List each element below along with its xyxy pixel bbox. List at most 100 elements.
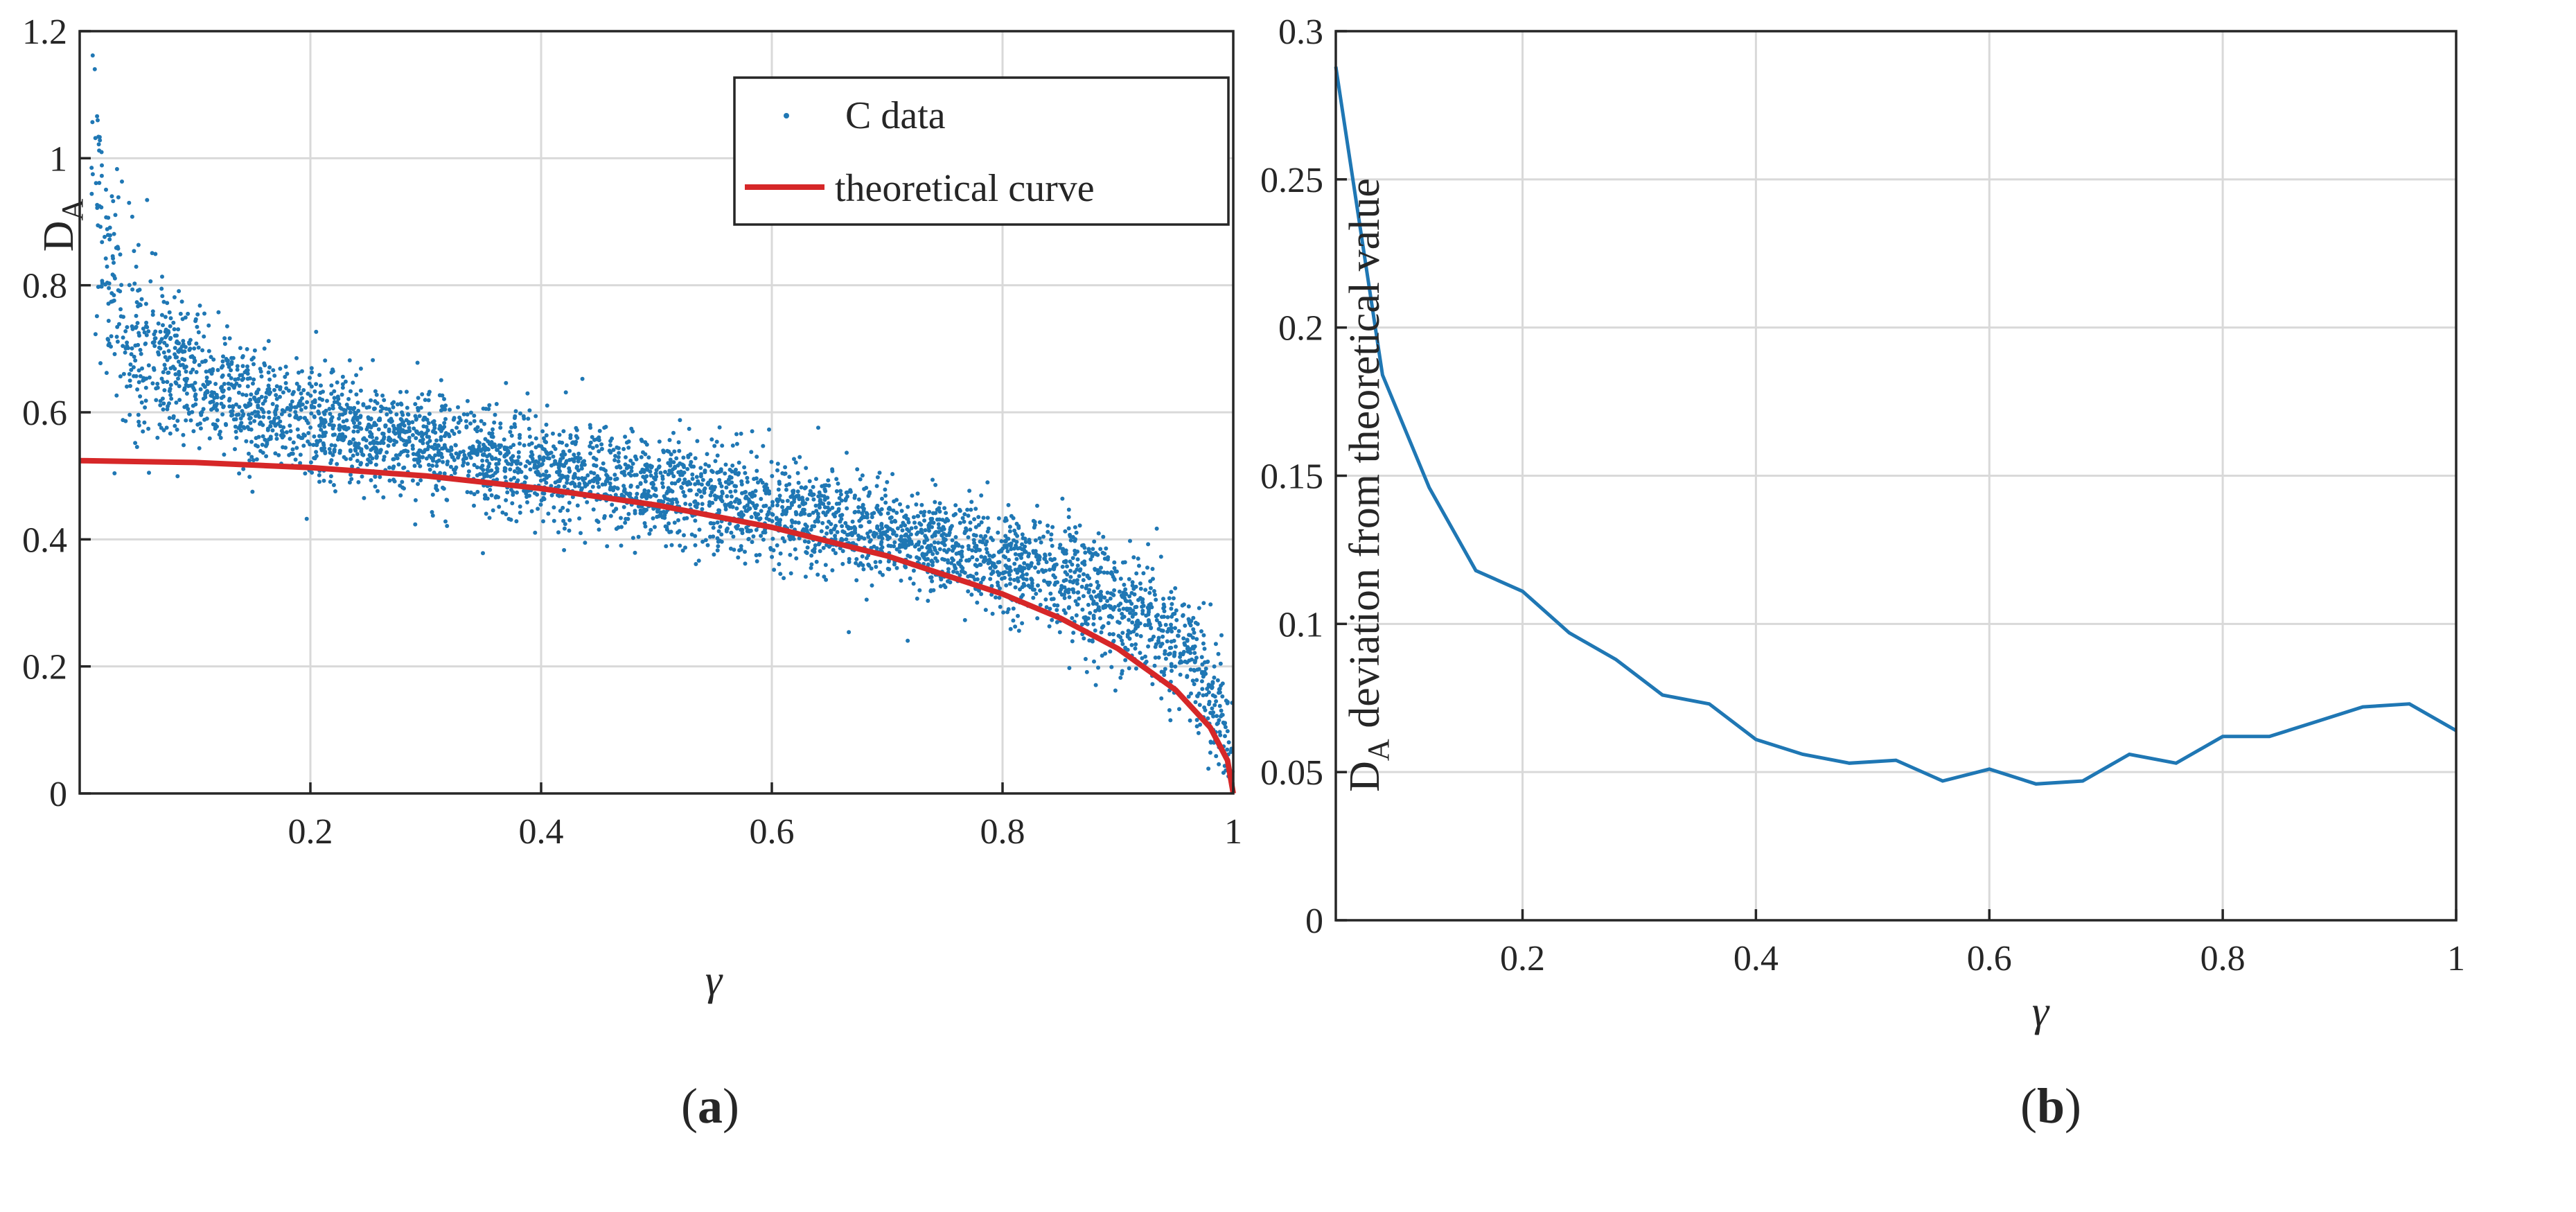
chart-a-scatter-point	[354, 424, 359, 429]
chart-a-scatter-point	[1011, 606, 1016, 611]
chart-a-scatter-point	[355, 429, 360, 434]
chart-a-scatter-point	[685, 466, 690, 471]
chart-a-scatter-point	[222, 342, 227, 346]
chart-a-scatter-point	[1049, 532, 1054, 537]
chart-a-scatter-point	[605, 544, 610, 549]
chart-a-scatter-point	[922, 518, 927, 523]
chart-a-scatter-point	[1169, 590, 1174, 595]
chart-a-scatter-point	[127, 200, 132, 205]
chart-a-scatter-point	[1169, 645, 1174, 650]
chart-a-scatter-point	[1001, 610, 1006, 615]
chart-a-scatter-point	[743, 561, 748, 566]
chart-a-scatter-point	[1112, 588, 1117, 592]
chart-a-scatter-point	[518, 462, 523, 466]
chart-a-scatter-point	[464, 456, 468, 461]
chart-a-scatter-point	[172, 327, 177, 332]
chart-a-scatter-point	[264, 390, 269, 395]
chart-a-scatter-point	[699, 494, 704, 499]
chart-a-scatter-point	[509, 425, 514, 430]
chart-a-scatter-point	[700, 539, 705, 544]
chart-a-scatter-point	[1194, 718, 1199, 722]
chart-a-scatter-point	[580, 476, 585, 480]
chart-a-scatter-point	[669, 543, 674, 547]
chart-a-scatter-point	[579, 466, 584, 471]
chart-a-scatter-point	[870, 515, 874, 520]
chart-a-scatter-point	[939, 533, 944, 538]
chart-a-scatter-point	[784, 511, 788, 516]
chart-a-scatter-point	[782, 576, 786, 581]
chart-a-scatter-point	[693, 534, 698, 538]
chart-a-scatter-point	[538, 457, 542, 462]
chart-a-scatter-point	[864, 597, 869, 602]
chart-a-scatter-point	[391, 442, 396, 447]
chart-a-scatter-point	[323, 449, 328, 454]
chart-a-scatter-point	[1016, 525, 1021, 530]
chart-a-scatter-point	[1016, 629, 1021, 633]
chart-a-scatter-point	[1224, 699, 1228, 703]
chart-a-scatter-point	[1012, 546, 1016, 551]
chart-a-scatter-point	[247, 458, 252, 463]
chart-a-scatter-point	[109, 299, 114, 304]
chart-a-scatter-point	[123, 350, 127, 355]
chart-a-scatter-point	[1003, 555, 1008, 560]
chart-a-scatter-point	[935, 517, 939, 522]
chart-a-scatter-point	[254, 389, 259, 394]
chart-a-scatter-point	[977, 547, 982, 552]
chart-a-scatter-point	[479, 448, 484, 453]
chart-a-scatter-point	[804, 551, 809, 555]
chart-a-scatter-point	[1130, 614, 1135, 619]
chart-a-scatter-point	[177, 398, 182, 403]
chart-a-scatter-point	[797, 497, 802, 502]
chart-a-scatter-point	[796, 480, 801, 485]
chart-a-scatter-point	[603, 425, 608, 429]
chart-a-scatter-point	[181, 432, 186, 437]
chart-a-scatter-point	[506, 516, 511, 521]
chart-a-scatter-point	[206, 323, 211, 328]
chart-a-scatter-point	[362, 495, 367, 500]
chart-a-scatter-point	[1043, 554, 1048, 559]
chart-a-scatter-point	[1004, 518, 1009, 522]
chart-a-scatter-point	[797, 504, 802, 509]
chart-a-scatter-point	[412, 464, 417, 468]
chart-a-scatter-point	[281, 445, 285, 450]
chart-a-scatter-point	[146, 363, 151, 368]
chart-a-scatter-point	[597, 477, 601, 482]
chart-a-scatter-point	[795, 489, 800, 494]
chart-a-scatter-point	[766, 512, 770, 517]
chart-a-scatter-point	[653, 487, 658, 492]
chart-a-scatter-point	[653, 471, 658, 476]
chart-a-scatter-point	[835, 529, 840, 534]
chart-a-scatter-point	[708, 493, 713, 498]
chart-a-scatter-point	[1066, 507, 1071, 512]
chart-a-scatter-point	[1112, 560, 1117, 565]
chart-a-scatter-point	[106, 216, 111, 220]
chart-a-scatter-point	[1046, 523, 1050, 528]
chart-a-scatter-point	[237, 471, 242, 476]
chart-a-scatter-point	[1156, 635, 1161, 640]
chart-a-scatter-point	[222, 336, 227, 341]
chart-a-scatter-point	[745, 529, 750, 534]
chart-a-scatter-point	[883, 530, 888, 535]
chart-a-scatter-point	[703, 538, 708, 543]
chart-a-scatter-point	[1133, 605, 1138, 610]
chart-a-scatter-point	[938, 584, 943, 588]
chart-a-scatter-point	[273, 410, 277, 415]
chart-a-scatter-point	[633, 511, 637, 516]
chart-a-scatter-point	[1185, 638, 1190, 642]
chart-a-scatter-point	[970, 548, 975, 553]
chart-a-scatter-point	[301, 443, 306, 448]
chart-a-scatter-point	[521, 414, 526, 419]
chart-a-scatter-point	[951, 558, 955, 563]
chart-a-scatter-point	[1201, 633, 1206, 638]
chart-a-scatter-point	[457, 453, 461, 457]
chart-a-scatter-point	[916, 513, 921, 518]
chart-a-scatter-point	[1036, 558, 1041, 563]
chart-a-scatter-point	[776, 487, 781, 492]
chart-a-scatter-point	[155, 435, 160, 440]
a-y-tick-label: 0	[49, 775, 67, 814]
chart-a-scatter-point	[382, 398, 387, 403]
chart-a-scatter-point	[373, 462, 378, 467]
chart-a-scatter-point	[167, 401, 171, 406]
chart-a-scatter-point	[416, 405, 420, 410]
chart-a-scatter-point	[136, 331, 141, 335]
